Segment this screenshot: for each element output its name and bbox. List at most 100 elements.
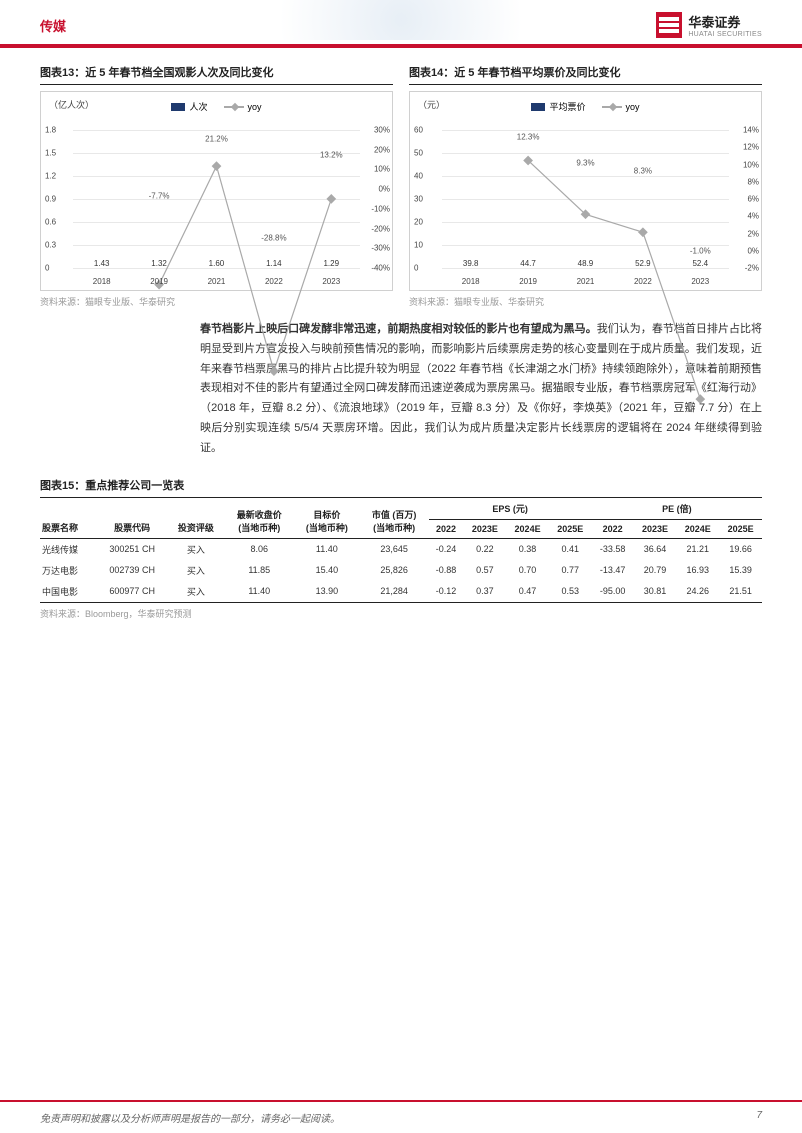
- chart14-legend: 平均票价 yoy: [416, 100, 755, 113]
- y1-tick: 10: [414, 241, 423, 250]
- y1-tick: 0: [414, 264, 418, 273]
- line-value-label: -7.7%: [149, 192, 170, 201]
- y1-tick: 0.6: [45, 218, 56, 227]
- th-price: 最新收盘价(当地币种): [224, 498, 294, 539]
- legend-line-swatch: [602, 106, 622, 108]
- table-cell: -33.58: [592, 538, 634, 560]
- recommendation-table: 股票名称 股票代码 投资评级 最新收盘价(当地币种) 目标价(当地币种) 市值 …: [40, 498, 762, 603]
- table-cell: 16.93: [676, 560, 719, 581]
- y1-tick: 0.9: [45, 195, 56, 204]
- line-value-label: 21.2%: [205, 135, 228, 144]
- table-row: 万达电影002739 CH买入11.8515.4025,826-0.880.57…: [40, 560, 762, 581]
- y2-tick: -20%: [371, 224, 390, 233]
- table-cell: 0.53: [549, 581, 592, 603]
- line-value-label: 9.3%: [576, 158, 594, 167]
- y2-tick: 4%: [747, 212, 759, 221]
- y1-tick: 1.5: [45, 149, 56, 158]
- x-tick-label: 2023: [691, 277, 709, 286]
- y2-tick: 20%: [374, 145, 390, 154]
- chart-14: （元） 平均票价 yoy 0102030405060-2%0%2%4%6%8%1…: [409, 91, 762, 291]
- th-eps-group: EPS (元): [429, 498, 592, 520]
- table-cell: 21,284: [360, 581, 429, 603]
- table-cell: 25,826: [360, 560, 429, 581]
- y1-tick: 20: [414, 218, 423, 227]
- table-cell: 买入: [167, 538, 224, 560]
- th-year: 2022: [592, 519, 634, 538]
- y2-tick: -30%: [371, 244, 390, 253]
- table-cell: 中国电影: [40, 581, 97, 603]
- y1-tick: 40: [414, 172, 423, 181]
- y2-tick: -2%: [745, 264, 759, 273]
- table-cell: -13.47: [592, 560, 634, 581]
- y2-tick: -10%: [371, 204, 390, 213]
- sector-label: 传媒: [40, 16, 66, 35]
- table-cell: 0.37: [463, 581, 506, 603]
- y2-tick: 12%: [743, 143, 759, 152]
- table-cell: 002739 CH: [97, 560, 168, 581]
- brand-icon: [656, 12, 682, 38]
- legend-line-swatch: [224, 106, 244, 108]
- y2-tick: -40%: [371, 264, 390, 273]
- line-value-label: -1.0%: [690, 247, 711, 256]
- y1-tick: 1.8: [45, 126, 56, 135]
- y2-tick: 30%: [374, 126, 390, 135]
- table-cell: 0.57: [463, 560, 506, 581]
- table-cell: 36.64: [634, 538, 677, 560]
- table-cell: 买入: [167, 560, 224, 581]
- chart-13-block: 图表13：近 5 年春节档全国观影人次及同比变化 （亿人次） 人次 yoy 00…: [40, 64, 393, 308]
- chart13-legend: 人次 yoy: [47, 100, 386, 113]
- y2-tick: 2%: [747, 229, 759, 238]
- y1-tick: 0.3: [45, 241, 56, 250]
- th-rating: 投资评级: [167, 498, 224, 539]
- y2-tick: 10%: [374, 165, 390, 174]
- chart-14-title: 图表14：近 5 年春节档平均票价及同比变化: [409, 64, 762, 85]
- table-cell: 0.70: [506, 560, 549, 581]
- chart13-y1-unit: （亿人次）: [49, 98, 94, 111]
- y2-tick: 0%: [378, 185, 390, 194]
- y2-tick: 0%: [747, 246, 759, 255]
- brand-name-en: HUATAI SECURITIES: [688, 31, 762, 38]
- line-value-label: 13.2%: [320, 151, 343, 160]
- table-cell: 21.51: [719, 581, 762, 603]
- table-cell: 15.40: [294, 560, 359, 581]
- table-cell: 20.79: [634, 560, 677, 581]
- legend-bar-label: 人次: [189, 100, 207, 113]
- table-cell: 0.47: [506, 581, 549, 603]
- table-cell: 15.39: [719, 560, 762, 581]
- th-year: 2024E: [506, 519, 549, 538]
- table-row: 中国电影600977 CH买入11.4013.9021,284-0.120.37…: [40, 581, 762, 603]
- footer-disclaimer: 免责声明和披露以及分析师声明是报告的一部分，请务必一起阅读。: [40, 1110, 340, 1125]
- table-cell: 24.26: [676, 581, 719, 603]
- y1-tick: 0: [45, 264, 49, 273]
- table-cell: -0.88: [429, 560, 464, 581]
- th-code: 股票代码: [97, 498, 168, 539]
- th-year: 2024E: [676, 519, 719, 538]
- th-pe-group: PE (倍): [592, 498, 762, 520]
- footer-page-number: 7: [756, 1110, 762, 1125]
- header-decor: [200, 0, 602, 40]
- y1-tick: 60: [414, 126, 423, 135]
- th-name: 股票名称: [40, 498, 97, 539]
- table-cell: 0.77: [549, 560, 592, 581]
- table-cell: 8.06: [224, 538, 294, 560]
- table-cell: 11.85: [224, 560, 294, 581]
- legend-line-label: yoy: [626, 102, 640, 112]
- table-15-title: 图表15：重点推荐公司一览表: [40, 477, 762, 498]
- table-cell: 11.40: [224, 581, 294, 603]
- page-footer: 免责声明和披露以及分析师声明是报告的一部分，请务必一起阅读。 7: [0, 1100, 802, 1133]
- table15-source: 资料来源：Bloomberg，华泰研究预测: [40, 607, 762, 620]
- x-tick-label: 2022: [265, 277, 283, 286]
- table-cell: 19.66: [719, 538, 762, 560]
- y1-tick: 50: [414, 149, 423, 158]
- brand-logo: 华泰证券 HUATAI SECURITIES: [656, 12, 762, 38]
- th-mcap: 市值 (百万)(当地币种): [360, 498, 429, 539]
- y1-tick: 1.2: [45, 172, 56, 181]
- table-cell: 0.38: [506, 538, 549, 560]
- line-value-label: -28.8%: [261, 233, 286, 242]
- legend-line-label: yoy: [248, 102, 262, 112]
- x-tick-label: 2023: [322, 277, 340, 286]
- x-tick-label: 2021: [577, 277, 595, 286]
- chart-14-block: 图表14：近 5 年春节档平均票价及同比变化 （元） 平均票价 yoy 0102…: [409, 64, 762, 308]
- table-cell: 300251 CH: [97, 538, 168, 560]
- x-tick-label: 2022: [634, 277, 652, 286]
